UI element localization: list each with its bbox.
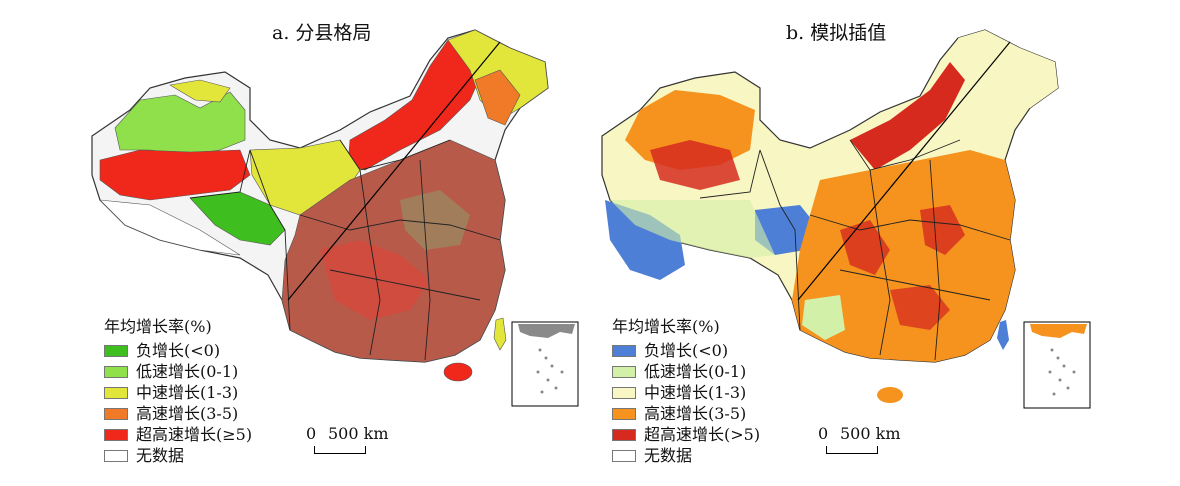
legend-swatch [104,344,128,357]
scale-line [314,446,366,454]
province-boundaries [189,139,501,361]
legend-swatch [612,344,636,357]
inset-coastline [1030,324,1087,338]
legend-item: 超高速增长(>5) [612,424,760,445]
growth-surfaces [605,30,1058,403]
surface-yunnan-low [802,295,845,340]
region-northwest-south [99,149,251,201]
panel-title: b. 模拟插值 [786,22,887,44]
legend-swatch [104,428,128,441]
region-taiwan [493,317,507,351]
region-qinghai [189,191,286,246]
province-boundaries [699,139,1011,361]
surface-west-low [610,200,775,258]
legend-label: 高速增长(3-5) [136,404,239,423]
legend-title: 年均增长率(%) [104,317,212,336]
hu-line [797,41,1011,301]
legend-swatch [104,407,128,420]
surface-south-very-high [890,285,950,330]
legend-label: 超高速增长(≥5) [136,425,253,444]
region-central-mosaic [320,240,430,320]
legend-label: 无数据 [644,446,693,465]
surface-east-high [792,150,1015,362]
scale-zero: 0 [306,424,317,443]
region-north-china-mosaic [400,190,470,250]
region-altay [169,79,231,103]
panel-title: a. 分县格局 [272,22,372,44]
legend-swatch [612,428,636,441]
legend-swatch [104,449,128,462]
legend-swatch [612,365,636,378]
county-map [91,29,579,407]
surface-central-very-high [920,205,965,255]
surface-taiwan [997,320,1009,350]
legend-label: 负增长(<0) [136,341,221,360]
legend-swatch [612,449,636,462]
hu-line [287,41,501,301]
region-east-mosaic [281,139,506,363]
region-northeast-core [474,69,521,126]
region-northwest-north [114,91,246,156]
legend-label: 超高速增长(>5) [644,425,761,444]
legend-item: 高速增长(3-5) [104,403,252,424]
growth-regions [99,29,549,382]
legend-item: 无数据 [104,445,252,466]
inset-islands [1048,348,1076,396]
legend-label: 高速增长(3-5) [644,404,747,423]
legend-item: 超高速增长(≥5) [104,424,252,445]
legend-label: 低速增长(0-1) [644,362,747,381]
region-tibet-nodata [99,199,241,256]
scale-line [826,446,878,454]
scale-label: 500 km [328,424,389,443]
legend-item: 中速增长(1-3) [612,382,760,403]
legend: 年均增长率(%) 负增长(<0) 低速增长(0-1) 中速增长(1-3) 高速增… [104,316,252,466]
legend-label: 无数据 [136,446,185,465]
legend-item: 低速增长(0-1) [104,361,252,382]
map-panel-county-pattern: a. 分县格局 年均增长率(%) 负增长(<0) 低速增长(0-1) 中速增长(… [91,22,579,466]
map-panel-interpolation: b. 模拟插值 年均增长率(%) 负增长(<0) 低速增长(0-1) 中速增长(… [590,0,1180,486]
interpolated-map [601,29,1091,409]
inset-islands [536,348,564,394]
legend: 年均增长率(%) 负增长(<0) 低速增长(0-1) 中速增长(1-3) 高速增… [612,316,760,466]
scale-label: 500 km [840,424,901,443]
legend-title: 年均增长率(%) [612,317,720,336]
legend-swatch [612,386,636,399]
region-hainan [443,362,473,382]
surface-northwest-very-high [650,140,740,190]
legend-item: 低速增长(0-1) [612,361,760,382]
legend-label: 中速增长(1-3) [644,383,747,402]
legend-item: 中速增长(1-3) [104,382,252,403]
legend-item: 负增长(<0) [104,340,252,361]
legend-label: 低速增长(0-1) [136,362,239,381]
scale-zero: 0 [818,424,829,443]
legend-item: 无数据 [612,445,760,466]
inset-coastline [518,324,575,338]
legend-label: 负增长(<0) [644,341,729,360]
surface-hainan [877,387,903,403]
legend-swatch [104,365,128,378]
surface-northeast-medium [958,30,1058,110]
legend-item: 高速增长(3-5) [612,403,760,424]
legend-label: 中速增长(1-3) [136,383,239,402]
legend-item: 负增长(<0) [612,340,760,361]
surface-inner-mongolia-very-high [850,62,965,170]
legend-swatch [612,407,636,420]
legend-swatch [104,386,128,399]
surface-tibet-negative [605,200,685,280]
